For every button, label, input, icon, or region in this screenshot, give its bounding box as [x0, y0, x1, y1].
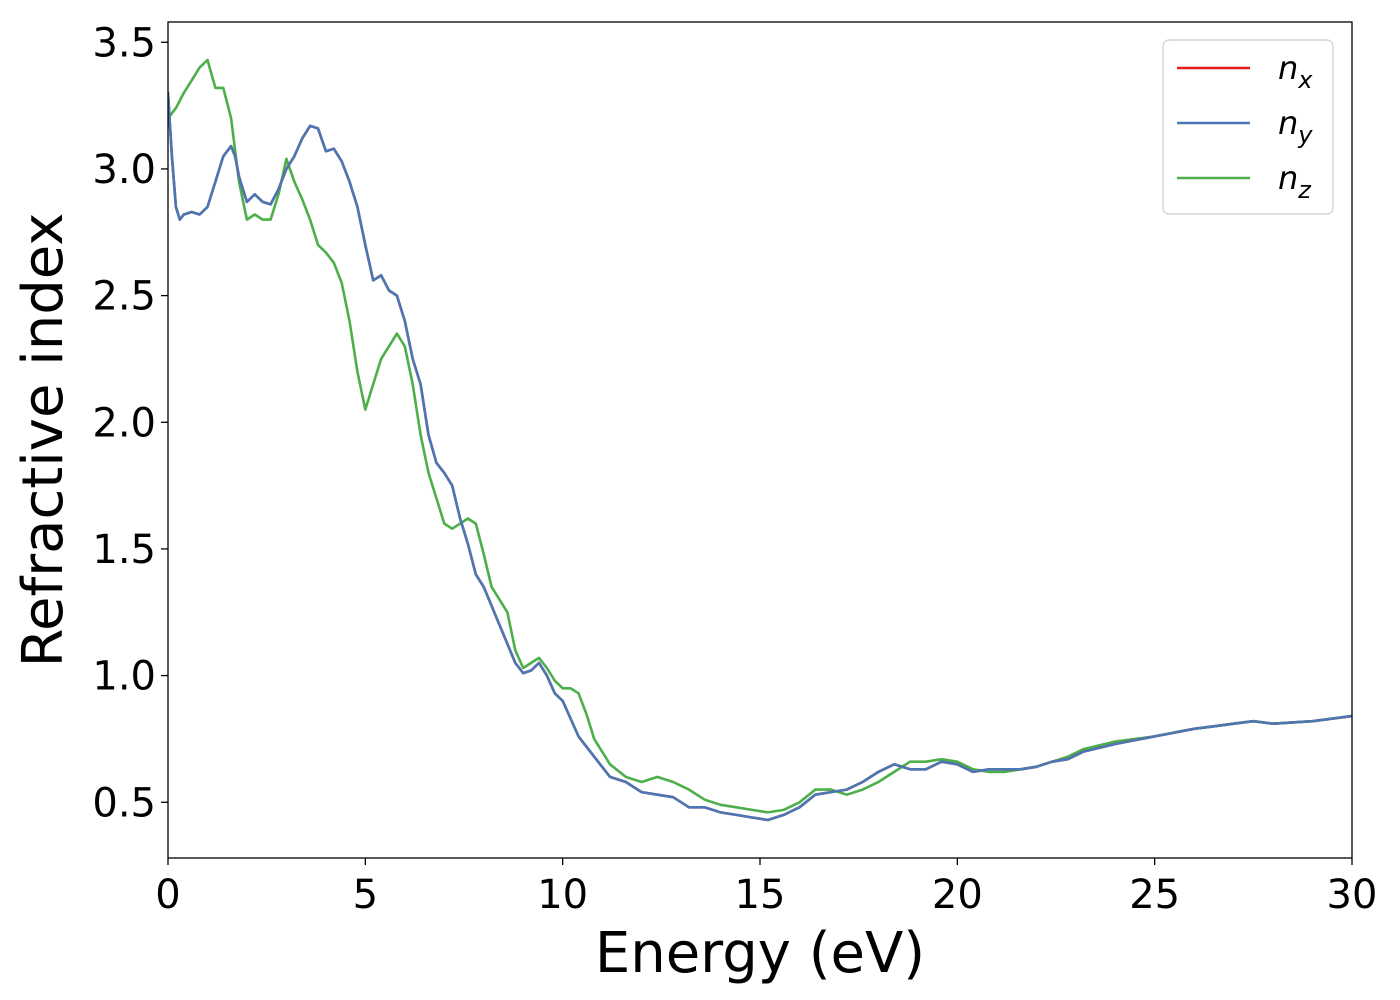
y-tick-label: 3.0 [92, 147, 156, 193]
x-tick-label: 20 [932, 872, 983, 918]
x-tick-label: 5 [353, 872, 378, 918]
series-line-ny [168, 91, 1352, 822]
x-tick-label: 0 [155, 872, 180, 918]
x-tick-label: 15 [735, 872, 786, 918]
y-axis: 0.5 1.0 1.5 2.0 2.5 3.0 3.5 [92, 20, 168, 826]
y-tick-label: 1.5 [92, 527, 156, 573]
series-lines [168, 58, 1352, 822]
x-tick-label: 25 [1129, 872, 1180, 918]
y-tick-label: 2.0 [92, 400, 156, 446]
y-tick-label: 2.5 [92, 274, 156, 320]
y-tick-label: 0.5 [92, 780, 156, 826]
y-axis-title: Refractive index [11, 213, 76, 668]
x-axis: 0 5 10 15 20 25 30 [155, 858, 1377, 918]
x-tick-label: 10 [537, 872, 588, 918]
x-axis-title: Energy (eV) [595, 921, 925, 986]
x-tick-label: 30 [1327, 872, 1378, 918]
y-tick-label: 1.0 [92, 654, 156, 700]
y-tick-label: 3.5 [92, 20, 156, 66]
legend-box [1162, 39, 1334, 215]
